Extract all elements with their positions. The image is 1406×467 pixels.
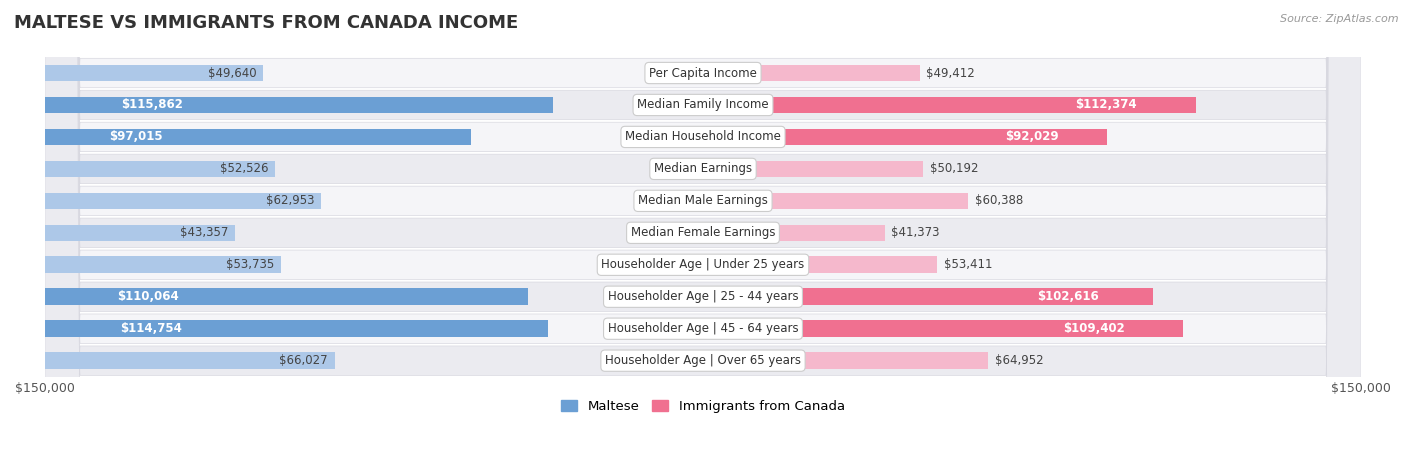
FancyBboxPatch shape	[45, 0, 1361, 467]
Bar	[703, 97, 1197, 113]
Bar	[45, 97, 553, 113]
Text: Median Female Earnings: Median Female Earnings	[631, 226, 775, 239]
Text: Householder Age | 45 - 64 years: Householder Age | 45 - 64 years	[607, 322, 799, 335]
Bar	[703, 352, 988, 369]
Text: Householder Age | Under 25 years: Householder Age | Under 25 years	[602, 258, 804, 271]
Bar	[703, 256, 938, 273]
Text: $97,015: $97,015	[108, 130, 163, 143]
Text: $66,027: $66,027	[280, 354, 328, 367]
Text: $92,029: $92,029	[1005, 130, 1059, 143]
Legend: Maltese, Immigrants from Canada: Maltese, Immigrants from Canada	[555, 395, 851, 418]
Text: Source: ZipAtlas.com: Source: ZipAtlas.com	[1281, 14, 1399, 24]
Text: $62,953: $62,953	[266, 194, 315, 207]
Bar	[45, 289, 527, 305]
Text: $41,373: $41,373	[891, 226, 939, 239]
Text: $52,526: $52,526	[221, 163, 269, 176]
Text: $109,402: $109,402	[1063, 322, 1125, 335]
Text: $53,411: $53,411	[943, 258, 993, 271]
Text: Householder Age | Over 65 years: Householder Age | Over 65 years	[605, 354, 801, 367]
Bar	[45, 192, 321, 209]
Bar	[703, 65, 920, 81]
FancyBboxPatch shape	[45, 0, 1361, 467]
Text: $102,616: $102,616	[1038, 290, 1099, 303]
Bar	[45, 161, 276, 177]
Text: $115,862: $115,862	[121, 99, 183, 112]
Bar	[703, 161, 924, 177]
Text: $112,374: $112,374	[1076, 99, 1137, 112]
Text: $50,192: $50,192	[929, 163, 979, 176]
Bar	[703, 128, 1107, 145]
FancyBboxPatch shape	[45, 0, 1361, 467]
FancyBboxPatch shape	[45, 0, 1361, 467]
FancyBboxPatch shape	[45, 0, 1361, 467]
Bar	[45, 256, 281, 273]
Text: $60,388: $60,388	[974, 194, 1022, 207]
Bar	[703, 320, 1182, 337]
FancyBboxPatch shape	[45, 0, 1361, 467]
FancyBboxPatch shape	[45, 0, 1361, 467]
Text: Median Earnings: Median Earnings	[654, 163, 752, 176]
Text: $110,064: $110,064	[117, 290, 179, 303]
Text: MALTESE VS IMMIGRANTS FROM CANADA INCOME: MALTESE VS IMMIGRANTS FROM CANADA INCOME	[14, 14, 519, 32]
Bar	[45, 352, 335, 369]
Bar	[45, 128, 471, 145]
Text: Per Capita Income: Per Capita Income	[650, 66, 756, 79]
Text: $43,357: $43,357	[180, 226, 229, 239]
Text: Householder Age | 25 - 44 years: Householder Age | 25 - 44 years	[607, 290, 799, 303]
Bar	[703, 289, 1153, 305]
FancyBboxPatch shape	[45, 0, 1361, 467]
Bar	[45, 225, 235, 241]
FancyBboxPatch shape	[45, 0, 1361, 467]
Bar	[45, 320, 548, 337]
Text: Median Family Income: Median Family Income	[637, 99, 769, 112]
Bar	[703, 225, 884, 241]
Text: $53,735: $53,735	[226, 258, 274, 271]
Bar	[45, 65, 263, 81]
Text: $114,754: $114,754	[121, 322, 183, 335]
Text: Median Male Earnings: Median Male Earnings	[638, 194, 768, 207]
Bar	[703, 192, 967, 209]
Text: Median Household Income: Median Household Income	[626, 130, 780, 143]
FancyBboxPatch shape	[45, 0, 1361, 467]
Text: $49,412: $49,412	[927, 66, 976, 79]
Text: $49,640: $49,640	[208, 66, 256, 79]
Text: $64,952: $64,952	[994, 354, 1043, 367]
